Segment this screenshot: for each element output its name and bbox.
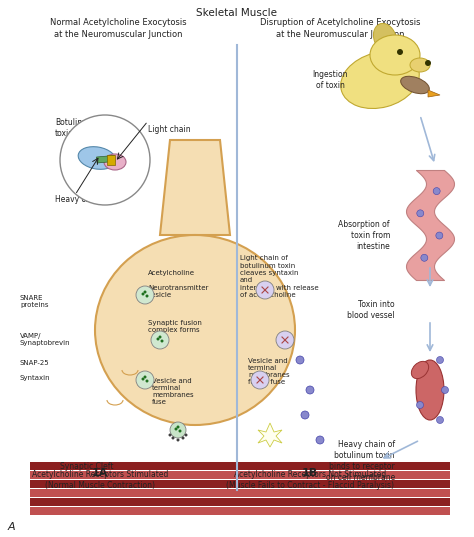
Text: Synaptic fusion
complex forms: Synaptic fusion complex forms bbox=[148, 320, 202, 333]
Circle shape bbox=[316, 436, 324, 444]
Circle shape bbox=[397, 49, 403, 55]
Bar bbox=[107, 155, 115, 165]
Text: Acetylcholine: Acetylcholine bbox=[148, 270, 195, 276]
Circle shape bbox=[306, 386, 314, 394]
Circle shape bbox=[179, 430, 182, 432]
Circle shape bbox=[437, 417, 444, 424]
Bar bbox=[30, 489, 450, 497]
Circle shape bbox=[301, 411, 309, 419]
Text: Acetylcholine Receptors Not Stimulated
(Muscle Fails to Contract - Flaccid Paral: Acetylcholine Receptors Not Stimulated (… bbox=[226, 470, 394, 490]
Circle shape bbox=[170, 422, 186, 438]
Text: Heavy chain: Heavy chain bbox=[55, 195, 102, 204]
Polygon shape bbox=[160, 140, 230, 235]
Text: Light chain of
botulinum toxin
cleaves syntaxin
and
interferes with release
of a: Light chain of botulinum toxin cleaves s… bbox=[240, 255, 319, 299]
Text: Toxin into
blood vessel: Toxin into blood vessel bbox=[347, 300, 395, 320]
Text: Vesicle and
terminal
membranes
fail to fuse: Vesicle and terminal membranes fail to f… bbox=[248, 358, 290, 385]
Circle shape bbox=[158, 336, 162, 338]
Text: 1A: 1A bbox=[92, 468, 108, 478]
Ellipse shape bbox=[416, 360, 444, 420]
Ellipse shape bbox=[78, 147, 116, 169]
Circle shape bbox=[421, 255, 428, 262]
Text: A: A bbox=[8, 522, 16, 532]
Bar bbox=[30, 480, 450, 488]
Bar bbox=[30, 498, 450, 506]
Text: Skeletal Muscle: Skeletal Muscle bbox=[197, 8, 277, 18]
Text: Syntaxin: Syntaxin bbox=[20, 375, 51, 381]
Circle shape bbox=[146, 294, 148, 297]
Ellipse shape bbox=[410, 58, 430, 72]
Circle shape bbox=[437, 357, 444, 364]
Circle shape bbox=[142, 293, 145, 295]
Text: Heavy chain of
botulinum toxin
binds to receptor
on cell membrane: Heavy chain of botulinum toxin binds to … bbox=[326, 440, 395, 482]
Circle shape bbox=[174, 427, 177, 431]
Ellipse shape bbox=[411, 361, 428, 379]
Circle shape bbox=[441, 387, 448, 394]
Ellipse shape bbox=[341, 52, 419, 108]
Ellipse shape bbox=[104, 154, 126, 170]
Circle shape bbox=[276, 331, 294, 349]
Circle shape bbox=[251, 371, 269, 389]
Text: Disruption of Acetylcholine Exocytosis
at the Neuromuscular Junction: Disruption of Acetylcholine Exocytosis a… bbox=[260, 18, 420, 39]
Circle shape bbox=[417, 210, 424, 217]
Text: Acetylcholine Receptors Stimulated
(Normal Muscle Contraction): Acetylcholine Receptors Stimulated (Norm… bbox=[32, 470, 168, 490]
Circle shape bbox=[60, 115, 150, 205]
Circle shape bbox=[417, 402, 423, 409]
Circle shape bbox=[142, 378, 145, 381]
Circle shape bbox=[182, 437, 184, 439]
Ellipse shape bbox=[370, 35, 420, 75]
Circle shape bbox=[146, 380, 148, 382]
Circle shape bbox=[144, 291, 146, 294]
Circle shape bbox=[172, 437, 174, 439]
Text: Neurotransmitter
vesicle: Neurotransmitter vesicle bbox=[148, 285, 209, 298]
Text: Ingestion
of toxin: Ingestion of toxin bbox=[312, 70, 348, 90]
Circle shape bbox=[176, 425, 180, 429]
Circle shape bbox=[433, 187, 440, 194]
Circle shape bbox=[156, 337, 159, 340]
Bar bbox=[30, 471, 450, 479]
Polygon shape bbox=[428, 90, 440, 97]
Text: 1B: 1B bbox=[302, 468, 318, 478]
Bar bbox=[30, 462, 450, 470]
Text: Normal Acetylcholine Exocytosis
at the Neuromuscular Junction: Normal Acetylcholine Exocytosis at the N… bbox=[50, 18, 186, 39]
Circle shape bbox=[425, 60, 431, 66]
Circle shape bbox=[184, 433, 188, 437]
Ellipse shape bbox=[95, 235, 295, 425]
Text: SNAP-25: SNAP-25 bbox=[20, 360, 50, 366]
Text: SNARE
proteins: SNARE proteins bbox=[20, 295, 48, 308]
Circle shape bbox=[256, 281, 274, 299]
Circle shape bbox=[161, 339, 164, 343]
Circle shape bbox=[168, 433, 172, 437]
Circle shape bbox=[144, 375, 146, 379]
Polygon shape bbox=[258, 423, 282, 447]
Circle shape bbox=[136, 286, 154, 304]
Circle shape bbox=[436, 232, 443, 239]
Text: Light chain: Light chain bbox=[148, 125, 191, 134]
Text: Botulinum
toxin: Botulinum toxin bbox=[55, 118, 94, 138]
Bar bbox=[30, 507, 450, 515]
Circle shape bbox=[296, 356, 304, 364]
Bar bbox=[97, 155, 115, 163]
Text: Synaptic Cleft: Synaptic Cleft bbox=[60, 462, 113, 471]
Text: Vesicle and
terminal
membranes
fuse: Vesicle and terminal membranes fuse bbox=[152, 378, 193, 405]
Circle shape bbox=[136, 371, 154, 389]
Text: VAMP/
Synaptobrevin: VAMP/ Synaptobrevin bbox=[20, 333, 71, 346]
Ellipse shape bbox=[401, 76, 429, 94]
Text: Absorption of
toxin from
intestine: Absorption of toxin from intestine bbox=[338, 220, 390, 251]
Circle shape bbox=[151, 331, 169, 349]
Circle shape bbox=[176, 439, 180, 441]
Ellipse shape bbox=[374, 24, 397, 53]
